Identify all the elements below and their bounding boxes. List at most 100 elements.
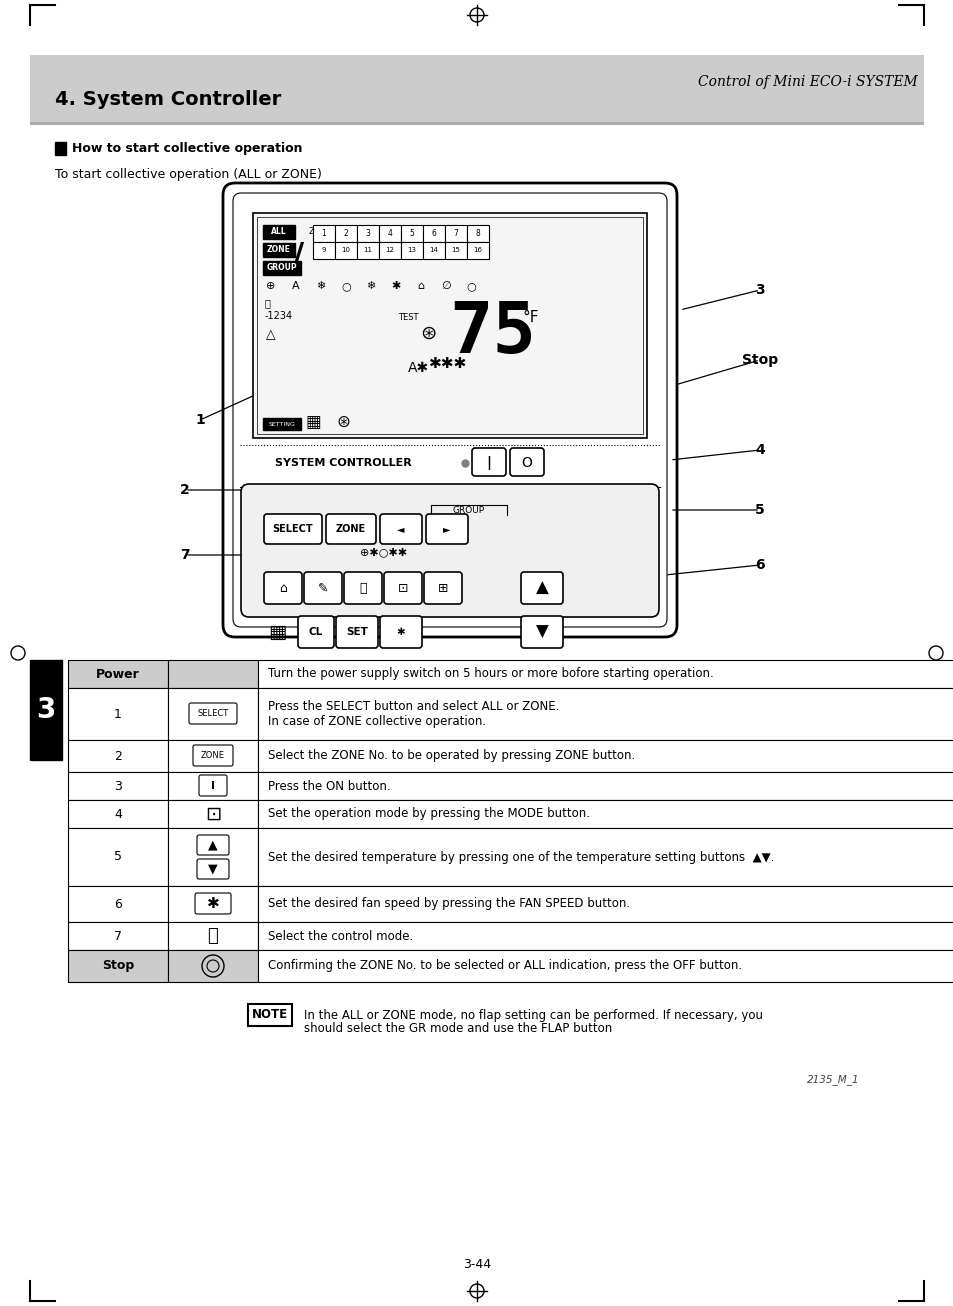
Text: ⊡: ⊡ — [205, 804, 221, 824]
Text: TEST: TEST — [397, 313, 418, 323]
Bar — [444, 225, 467, 242]
FancyBboxPatch shape — [472, 448, 505, 475]
Bar — [68, 922, 168, 949]
Text: 🚗: 🚗 — [265, 298, 271, 308]
Bar — [257, 660, 953, 688]
Text: Power: Power — [96, 667, 140, 680]
Text: ⊡: ⊡ — [397, 581, 408, 594]
Text: To start collective operation (ALL or ZONE): To start collective operation (ALL or ZO… — [55, 168, 321, 182]
Bar — [256, 217, 642, 434]
Bar — [257, 688, 953, 741]
Text: SYSTEM CONTROLLER: SYSTEM CONTROLLER — [274, 458, 412, 468]
Text: ◄: ◄ — [396, 524, 404, 534]
Text: 4: 4 — [387, 229, 392, 238]
FancyBboxPatch shape — [344, 572, 381, 603]
Text: Confirming the ZONE No. to be selected or ALL indication, press the OFF button.: Confirming the ZONE No. to be selected o… — [268, 960, 741, 973]
Text: In the ALL or ZONE mode, no flap setting can be performed. If necessary, you: In the ALL or ZONE mode, no flap setting… — [304, 1010, 762, 1023]
Text: ❄: ❄ — [316, 281, 325, 291]
Text: Select the control mode.: Select the control mode. — [268, 930, 413, 943]
Bar — [68, 660, 168, 688]
Bar — [335, 225, 356, 242]
Text: 3: 3 — [36, 696, 55, 724]
Text: SELECT: SELECT — [273, 524, 313, 534]
Text: 12: 12 — [385, 248, 394, 253]
Text: ⊛: ⊛ — [419, 324, 436, 342]
FancyBboxPatch shape — [520, 572, 562, 603]
Bar — [467, 225, 489, 242]
FancyBboxPatch shape — [520, 616, 562, 648]
Text: ALL: ALL — [271, 227, 287, 236]
Text: ▦: ▦ — [268, 623, 286, 641]
Text: should select the GR mode and use the FLAP button: should select the GR mode and use the FL… — [304, 1023, 612, 1034]
Bar — [313, 242, 335, 259]
Text: A✱: A✱ — [407, 360, 428, 375]
FancyBboxPatch shape — [264, 515, 322, 545]
Text: Set the desired fan speed by pressing the FAN SPEED button.: Set the desired fan speed by pressing th… — [268, 897, 630, 910]
Bar — [313, 225, 335, 242]
Text: °F: °F — [522, 311, 539, 325]
Text: ✱✱✱: ✱✱✱ — [429, 355, 467, 371]
Text: 4: 4 — [755, 443, 764, 457]
Text: ⌂: ⌂ — [279, 581, 287, 594]
Text: SELECT: SELECT — [197, 709, 229, 718]
Bar — [168, 660, 257, 688]
Text: A: A — [292, 281, 299, 291]
FancyBboxPatch shape — [199, 774, 227, 795]
Text: ❄: ❄ — [366, 281, 375, 291]
FancyBboxPatch shape — [189, 703, 236, 724]
Text: 2: 2 — [180, 483, 190, 498]
Text: 1: 1 — [195, 413, 205, 427]
Text: Turn the power supply switch on 5 hours or more bofore starting operation.: Turn the power supply switch on 5 hours … — [268, 667, 713, 680]
Text: GROUP: GROUP — [267, 264, 297, 273]
Text: ▲: ▲ — [208, 838, 217, 852]
Text: ✎: ✎ — [317, 581, 328, 594]
Text: /: / — [294, 242, 304, 270]
Text: -1234: -1234 — [265, 311, 293, 321]
Text: NOTE: NOTE — [252, 1008, 288, 1021]
Text: Press the ON button.: Press the ON button. — [268, 780, 390, 793]
Bar — [30, 660, 62, 760]
Bar — [400, 242, 422, 259]
Text: ⊕✱○✱✱: ⊕✱○✱✱ — [360, 547, 407, 556]
Text: ZONE: ZONE — [201, 751, 225, 760]
Bar — [68, 828, 168, 885]
Text: 7: 7 — [453, 229, 458, 238]
Bar — [263, 225, 294, 239]
Bar — [444, 242, 467, 259]
Bar — [68, 801, 168, 828]
Text: ▲: ▲ — [535, 579, 548, 597]
Text: 5: 5 — [755, 503, 764, 517]
Text: 2135_M_1: 2135_M_1 — [806, 1074, 859, 1085]
FancyBboxPatch shape — [193, 744, 233, 767]
Bar — [257, 949, 953, 982]
Text: ○: ○ — [466, 281, 476, 291]
Bar — [356, 225, 378, 242]
Text: CL: CL — [309, 627, 323, 637]
Bar — [68, 772, 168, 801]
Text: 🚌: 🚌 — [359, 581, 366, 594]
Bar — [253, 213, 646, 438]
Text: ⊕: ⊕ — [266, 281, 275, 291]
Bar — [168, 828, 257, 885]
Bar — [168, 922, 257, 949]
Text: 15: 15 — [451, 248, 460, 253]
Bar — [400, 225, 422, 242]
Text: 3: 3 — [755, 283, 764, 296]
Text: ✱: ✱ — [207, 896, 219, 912]
FancyBboxPatch shape — [304, 572, 341, 603]
FancyBboxPatch shape — [223, 183, 677, 637]
Bar — [257, 801, 953, 828]
Text: |: | — [486, 456, 491, 470]
FancyBboxPatch shape — [196, 859, 229, 879]
Text: 2: 2 — [114, 750, 122, 763]
Bar — [422, 242, 444, 259]
Text: SETTING: SETTING — [269, 422, 295, 427]
Text: △: △ — [266, 328, 275, 341]
Bar — [335, 242, 356, 259]
Bar — [30, 121, 923, 125]
Text: 9: 9 — [321, 248, 326, 253]
FancyBboxPatch shape — [194, 893, 231, 914]
Text: 6: 6 — [755, 558, 764, 572]
FancyBboxPatch shape — [423, 572, 461, 603]
Bar — [356, 242, 378, 259]
